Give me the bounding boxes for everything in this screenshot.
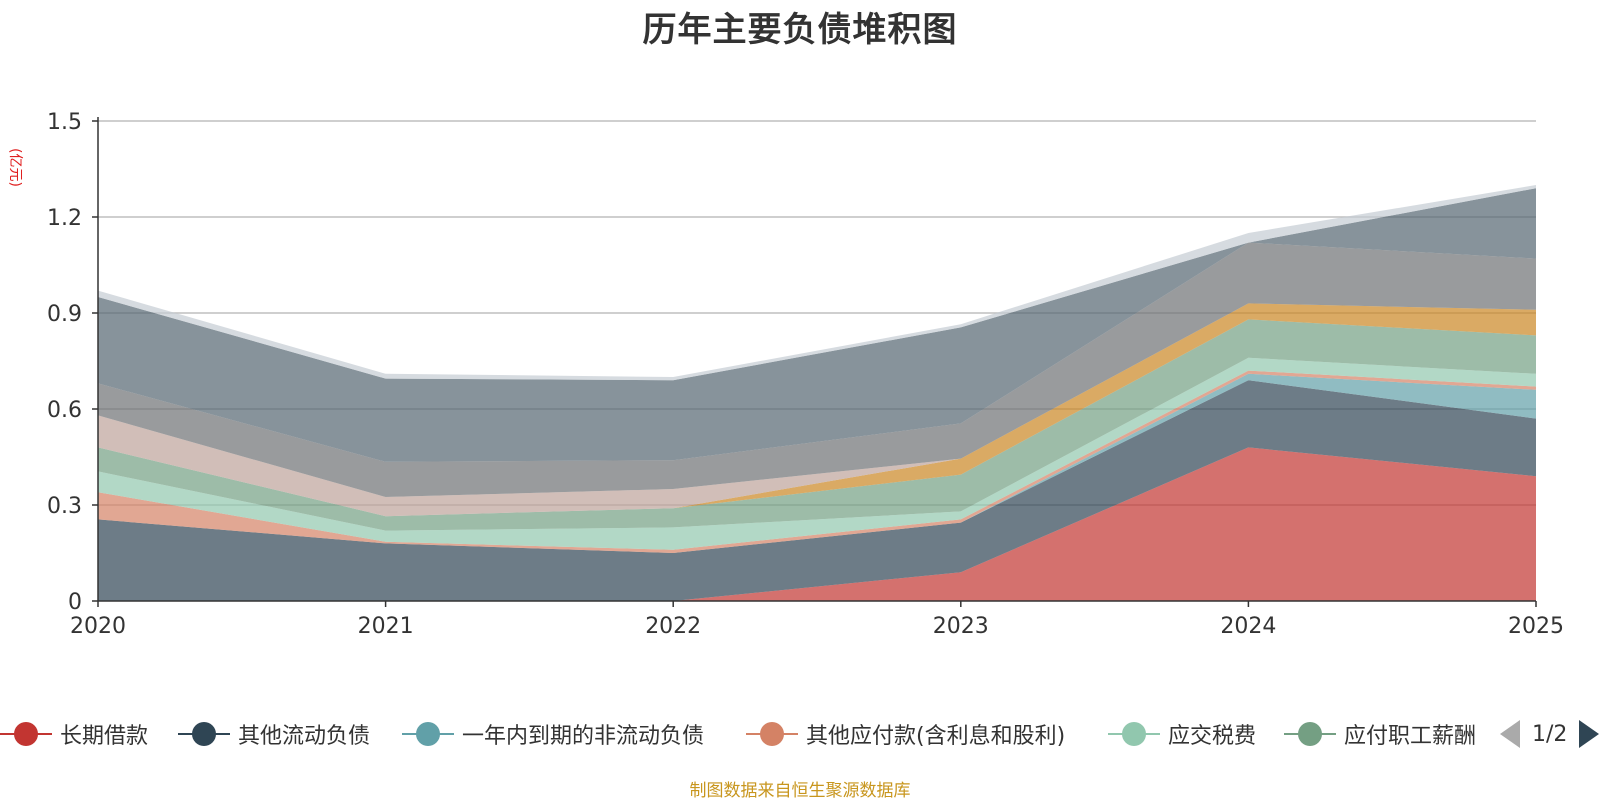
legend-item[interactable]: 一年内到期的非流动负债 — [402, 716, 704, 752]
legend-marker-icon — [1108, 722, 1160, 746]
area-series-长期借款 — [98, 447, 1536, 601]
area-series-应交税费 — [98, 357, 1536, 550]
legend: 长期借款 其他流动负债 一年内到期的非流动负债 其他应付款(含利息和股利) 应交税费 应付… — [0, 716, 1600, 752]
area-series-应付职工薪酬 — [98, 319, 1536, 531]
legend-prev-page-icon[interactable] — [1500, 720, 1520, 748]
y-tick-label: 1.5 — [47, 110, 82, 135]
legend-page-indicator: 1/2 — [1532, 721, 1568, 747]
legend-item[interactable]: 应交税费 — [1108, 716, 1256, 752]
legend-marker-icon — [178, 722, 230, 746]
legend-marker-icon — [0, 722, 52, 746]
x-tick-label: 2024 — [1220, 614, 1276, 639]
source-note: 制图数据来自恒生聚源数据库 — [689, 781, 911, 801]
legend-pager: 1/2 — [1500, 716, 1600, 752]
legend-item[interactable]: 长期借款 — [0, 716, 148, 752]
area-series-series-10 — [98, 188, 1536, 462]
legend-item[interactable]: 其他应付款(含利息和股利) — [746, 716, 1065, 752]
legend-item[interactable]: 应付职工薪酬 — [1284, 716, 1476, 752]
x-tick-label: 2023 — [933, 614, 989, 639]
legend-label: 应交税费 — [1168, 724, 1257, 749]
axes: 0 0.3 0.6 0.9 1.2 1.5 2020 2021 2022 2023 2024 2025 — [47, 110, 1564, 639]
legend-items: 长期借款 其他流动负债 一年内到期的非流动负债 其他应付款(含利息和股利) 应交税费 应付… — [0, 716, 1482, 752]
x-tick-label: 2021 — [358, 614, 414, 639]
y-tick-label: 0.3 — [47, 494, 82, 519]
legend-next-page-icon[interactable] — [1579, 720, 1600, 748]
y-tick-label: 0.9 — [47, 302, 82, 327]
area-series-其他流动负债 — [98, 380, 1536, 601]
y-tick-label: 1.2 — [47, 206, 82, 231]
chart-title: 历年主要负债堆积图 — [642, 10, 958, 50]
stacked-area-chart: 0 0.3 0.6 0.9 1.2 1.5 2020 2021 2022 2023 2024 2025 — [47, 110, 1564, 639]
legend-label: 应付职工薪酬 — [1344, 724, 1477, 749]
legend-label: 其他流动负债 — [238, 724, 371, 749]
legend-marker-icon — [1284, 722, 1336, 746]
legend-label: 其他应付款(含利息和股利) — [806, 724, 1066, 749]
y-tick-label: 0 — [68, 590, 82, 615]
legend-marker-icon — [746, 722, 798, 746]
legend-label: 一年内到期的非流动负债 — [462, 724, 705, 749]
legend-item[interactable]: 其他流动负债 — [178, 716, 370, 752]
area-series-series-9 — [98, 242, 1536, 497]
x-tick-label: 2022 — [645, 614, 701, 639]
area-series-series-7 — [98, 303, 1536, 517]
area-series — [98, 185, 1536, 601]
legend-marker-icon — [402, 722, 454, 746]
legend-label: 长期借款 — [60, 724, 149, 749]
area-series-一年内到期的非流动负债 — [98, 373, 1536, 553]
x-tick-label: 2025 — [1508, 614, 1564, 639]
y-tick-label: 0.6 — [47, 398, 82, 423]
x-tick-label: 2020 — [70, 614, 126, 639]
